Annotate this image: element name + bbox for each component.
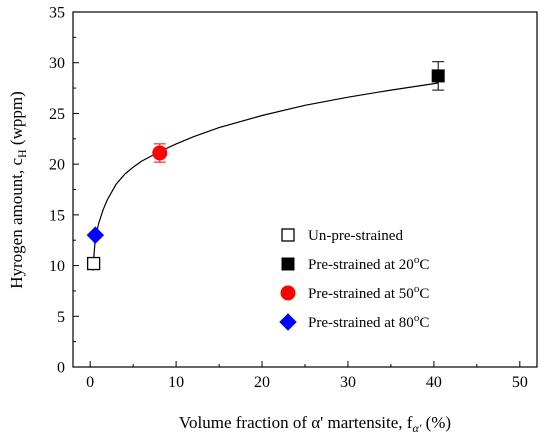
y-tick-label-4: 20 [49, 157, 65, 174]
y-tick-label-6: 30 [49, 55, 65, 72]
y-tick-label-7: 35 [49, 5, 65, 22]
legend-item-1: Pre-strained at 20oC [281, 254, 429, 273]
x-tick-label-2: 20 [254, 374, 270, 391]
y-tick-label-2: 10 [49, 258, 65, 275]
legend-marker-2 [280, 285, 296, 301]
x-tick-label-3: 30 [340, 374, 356, 391]
y-axis-label: Hyrogen amount, cH (wppm) [7, 91, 29, 289]
legend-label-3: Pre-strained at 80oC [308, 312, 429, 331]
fit-curve [92, 82, 439, 271]
legend-item-2: Pre-strained at 50oC [280, 283, 429, 302]
legend-label-1: Pre-strained at 20oC [308, 254, 429, 273]
tick-layer: 0 10 20 30 40 50 0 5 10 15 20 25 30 35 [49, 5, 528, 392]
x-axis-label: Volume fraction of α' martensite, fα' (%… [179, 413, 451, 435]
data-point-2-0 [152, 145, 168, 161]
legend-item-3: Pre-strained at 80oC [279, 312, 429, 331]
y-axis-label-group: Hyrogen amount, cH (wppm) [7, 91, 29, 289]
data-point-1-0 [431, 69, 445, 83]
y-tick-label-1: 5 [57, 309, 65, 326]
legend-marker-0 [281, 228, 295, 242]
data-point-0-0 [86, 256, 101, 271]
x-tick-label-1: 10 [168, 374, 184, 391]
x-tick-label-5: 50 [512, 374, 528, 391]
legend-label-0: Un-pre-strained [308, 228, 403, 244]
x-tick-label-4: 40 [426, 374, 442, 391]
y-tick-label-3: 15 [49, 207, 65, 224]
legend-label-2: Pre-strained at 50oC [308, 283, 429, 302]
legend-item-0: Un-pre-strained [281, 228, 403, 244]
marker-layer [86, 69, 445, 271]
fit-curve-layer [92, 82, 439, 271]
legend-marker-3 [279, 313, 297, 331]
legend: Un-pre-strained Pre-strained at 20oC Pre-s… [279, 228, 429, 331]
legend-marker-1 [281, 257, 295, 271]
x-tick-label-0: 0 [86, 374, 94, 391]
y-tick-label-0: 0 [57, 360, 65, 377]
data-point-3-0 [86, 226, 105, 244]
y-tick-label-5: 25 [49, 106, 65, 123]
